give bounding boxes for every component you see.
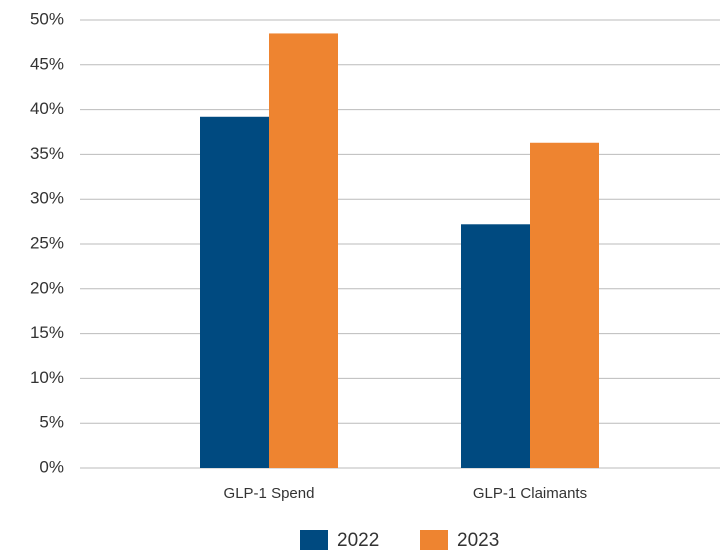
legend-swatch xyxy=(420,530,448,550)
legend-label: 2022 xyxy=(337,530,379,551)
y-tick-label: 10% xyxy=(30,368,64,387)
y-tick-label: 5% xyxy=(39,413,64,432)
bar xyxy=(200,116,269,468)
y-tick-label: 50% xyxy=(30,9,64,28)
y-tick-label: 30% xyxy=(30,189,64,208)
bar xyxy=(269,33,338,468)
bar xyxy=(530,142,599,468)
y-tick-label: 25% xyxy=(30,233,64,252)
x-tick-label: GLP-1 Spend xyxy=(224,485,315,502)
legend-label: 2023 xyxy=(457,530,499,551)
legend-swatch xyxy=(300,530,328,550)
y-tick-label: 15% xyxy=(30,323,64,342)
y-tick-label: 20% xyxy=(30,278,64,297)
x-tick-label: GLP-1 Claimants xyxy=(473,485,587,502)
y-tick-label: 0% xyxy=(39,457,64,476)
y-tick-label: 35% xyxy=(30,144,64,163)
y-tick-label: 40% xyxy=(30,99,64,118)
y-tick-label: 45% xyxy=(30,54,64,73)
bar xyxy=(461,224,530,468)
